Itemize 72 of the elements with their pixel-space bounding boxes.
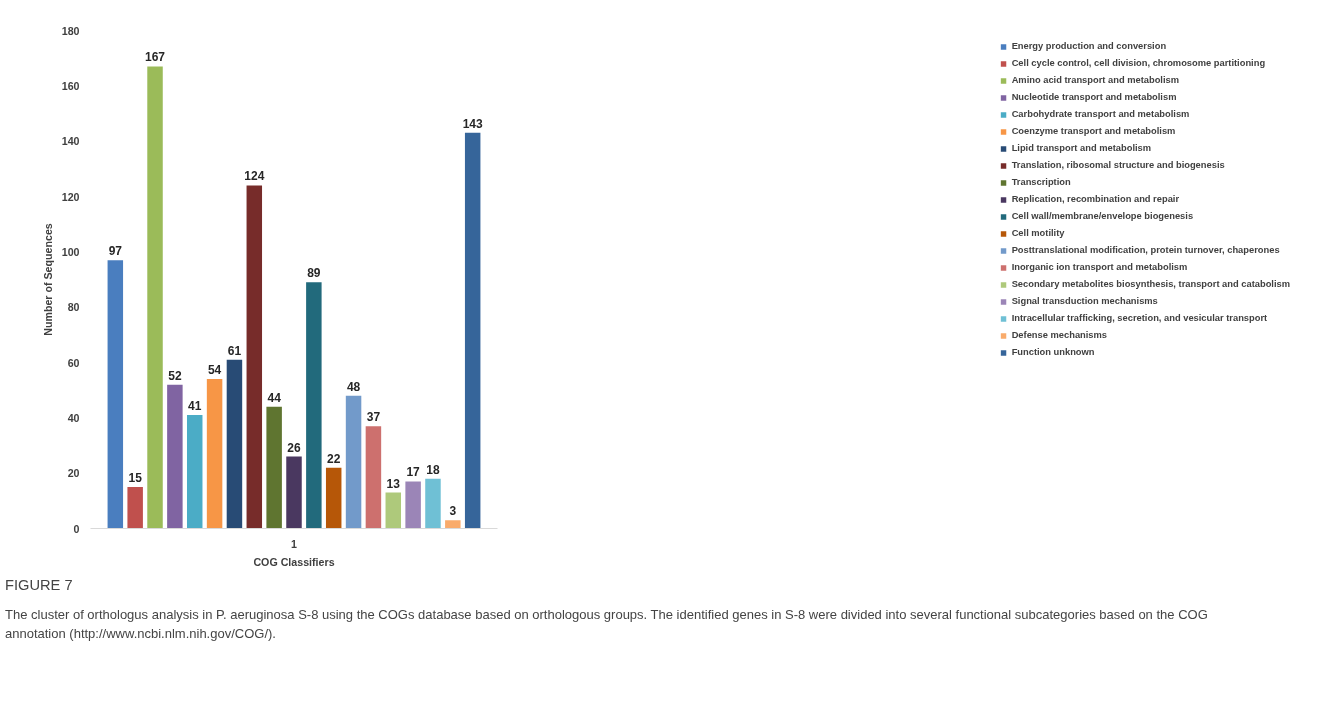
bar (306, 282, 322, 529)
legend-label: Signal transduction mechanisms (1011, 295, 1158, 307)
data-label: 167 (145, 50, 166, 65)
y-axis-title: Number of Sequences (41, 223, 54, 336)
y-tick-label: 180 (61, 24, 80, 37)
bar (385, 492, 402, 529)
data-label: 18 (426, 462, 440, 477)
bar (445, 520, 461, 529)
data-label: 13 (386, 476, 401, 491)
y-tick-label: 60 (67, 356, 80, 369)
data-label: 17 (406, 465, 421, 480)
legend-label: Posttranslational modification, protein turnover, chaperones (1011, 244, 1280, 256)
legend-label: Carbohydrate transport and metabolism (1011, 108, 1190, 120)
legend-label: Defense mechanisms (1011, 329, 1108, 341)
y-tick-label: 100 (61, 245, 80, 258)
legend-label: Cell cycle control, cell division, chromosome partitioning (1011, 57, 1266, 69)
legend-label: Cell motility (1011, 227, 1065, 239)
text: The cluster of orthologus analysis in P. aeruginosa S-8 using the COGs database based on orthologous groups. The identified genes in S-8 were divided into several functional subcategories based on the COG annotation (http://www.ncbi.nlm.nih.gov/COG/). (5, 605, 1209, 643)
bar (464, 132, 481, 529)
data-label: 124 (244, 169, 265, 184)
bar (127, 487, 143, 529)
x-axis-title: COG Classifiers (253, 555, 335, 568)
legend-label: Replication, recombination and repair (1011, 193, 1180, 205)
bar (147, 66, 163, 529)
data-label: 44 (267, 390, 282, 405)
y-tick-label: 40 (67, 411, 80, 424)
data-label: 41 (188, 399, 202, 414)
bar (365, 426, 382, 529)
bar (186, 415, 203, 529)
bar (246, 185, 263, 529)
legend-label: Energy production and conversion (1011, 40, 1167, 52)
bar (266, 406, 282, 529)
data-label: 22 (327, 451, 341, 466)
data-label: 143 (462, 116, 484, 131)
data-label: 61 (227, 343, 242, 358)
legend-label: Coenzyme transport and metabolism (1011, 125, 1176, 137)
caption: FIGURE 7 (5, 576, 73, 595)
data-label: 52 (168, 368, 182, 383)
bar (286, 456, 302, 529)
legend-label: Intracellular trafficking, secretion, and vesicular transport (1011, 312, 1268, 324)
y-tick-label: 0 (73, 522, 80, 535)
y-tick-label: 80 (67, 301, 80, 314)
data-label: 54 (207, 363, 222, 378)
y-tick-label: 120 (61, 190, 80, 203)
bar (107, 260, 124, 529)
x-tick-label: 1 (291, 537, 298, 550)
legend-label: Secondary metabolites biosynthesis, transport and catabolism (1011, 278, 1290, 290)
y-tick-label: 140 (61, 135, 80, 148)
data-label: 48 (346, 379, 361, 394)
legend-label: Lipid transport and metabolism (1011, 142, 1152, 154)
y-tick-label: 160 (61, 79, 80, 92)
bar (425, 478, 441, 529)
y-tick-label: 20 (67, 467, 80, 480)
legend-label: Inorganic ion transport and metabolism (1011, 261, 1188, 273)
bar (226, 359, 243, 529)
data-label: 97 (108, 244, 123, 259)
legend-label: Cell wall/membrane/envelope biogenesis (1011, 210, 1194, 222)
legend-label: Function unknown (1011, 346, 1095, 358)
bar (345, 395, 362, 529)
bar (405, 481, 421, 529)
legend-label: Transcription (1011, 176, 1071, 188)
data-label: 3 (449, 504, 457, 519)
bar (206, 379, 223, 529)
data-label: 89 (307, 266, 321, 281)
bar (167, 384, 183, 529)
legend-label: Amino acid transport and metabolism (1011, 74, 1180, 86)
data-label: 37 (366, 410, 381, 425)
data-label: 15 (128, 471, 143, 485)
bar (325, 467, 342, 529)
data-label: 26 (287, 440, 301, 455)
legend-label: Nucleotide transport and metabolism (1011, 91, 1177, 103)
legend-label: Translation, ribosomal structure and biogenesis (1011, 159, 1225, 171)
